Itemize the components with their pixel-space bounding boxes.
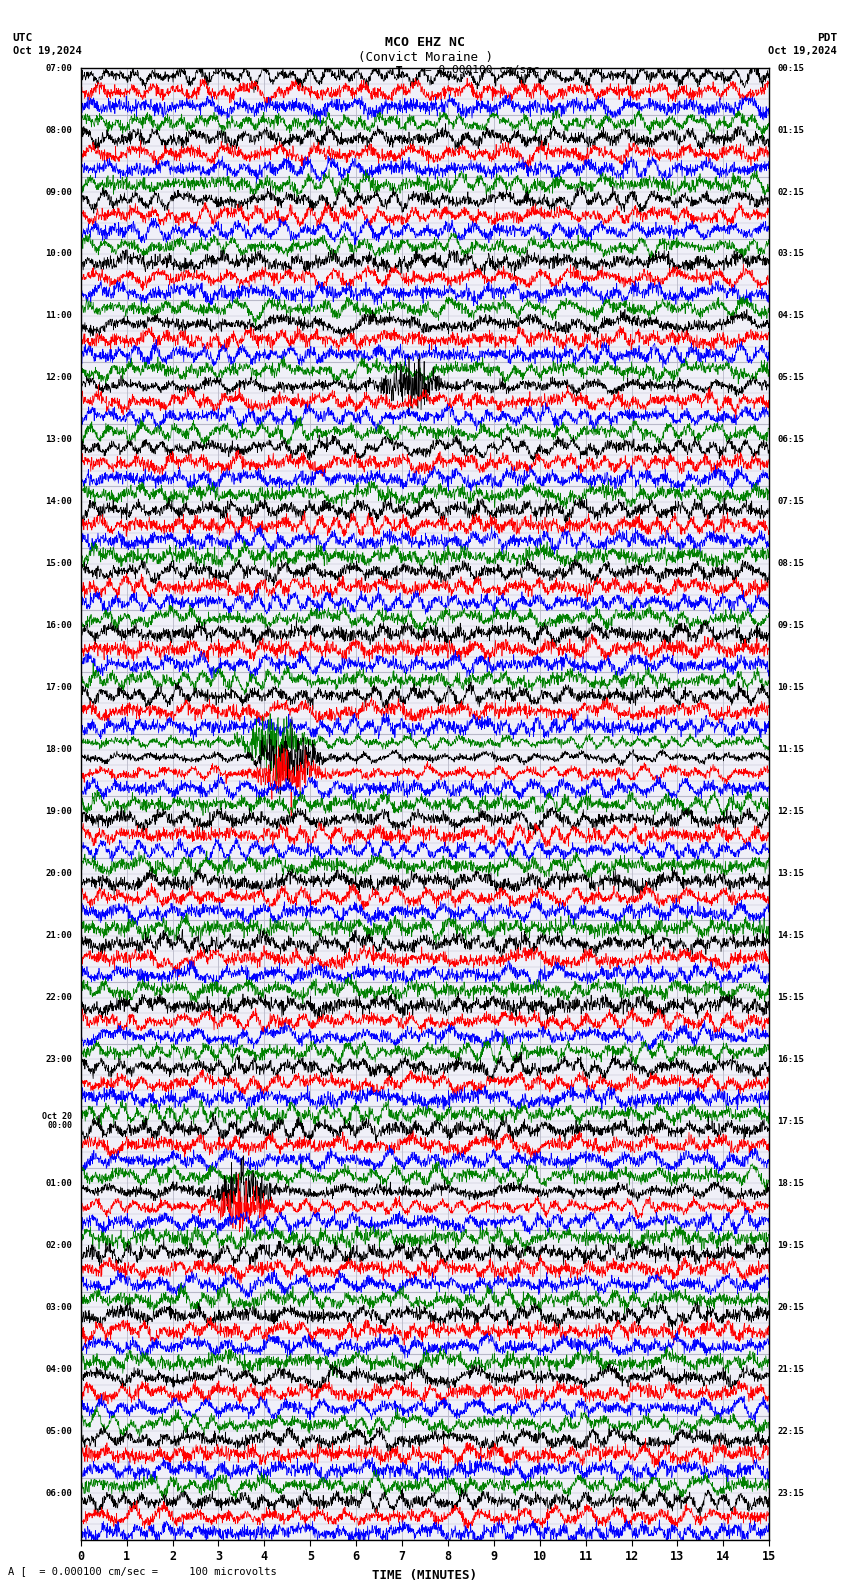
Text: Oct 20: Oct 20 bbox=[42, 1112, 72, 1121]
Text: 14:00: 14:00 bbox=[46, 497, 72, 507]
Text: 18:00: 18:00 bbox=[46, 744, 72, 754]
Text: 10:00: 10:00 bbox=[46, 250, 72, 258]
Text: PDT: PDT bbox=[817, 33, 837, 43]
Text: = 0.000100 cm/sec: = 0.000100 cm/sec bbox=[425, 65, 540, 74]
Text: 10:15: 10:15 bbox=[778, 683, 804, 692]
Text: 08:15: 08:15 bbox=[778, 559, 804, 569]
Text: 11:15: 11:15 bbox=[778, 744, 804, 754]
Text: 15:00: 15:00 bbox=[46, 559, 72, 569]
Text: 01:15: 01:15 bbox=[778, 125, 804, 135]
Text: 07:15: 07:15 bbox=[778, 497, 804, 507]
Text: 00:15: 00:15 bbox=[778, 63, 804, 73]
Text: 22:00: 22:00 bbox=[46, 993, 72, 1003]
Text: 06:00: 06:00 bbox=[46, 1489, 72, 1498]
Text: 21:15: 21:15 bbox=[778, 1365, 804, 1373]
Text: 06:15: 06:15 bbox=[778, 436, 804, 445]
Text: 02:00: 02:00 bbox=[46, 1240, 72, 1250]
Text: 20:00: 20:00 bbox=[46, 870, 72, 878]
Text: 03:00: 03:00 bbox=[46, 1302, 72, 1312]
Text: 11:00: 11:00 bbox=[46, 312, 72, 320]
Text: 12:15: 12:15 bbox=[778, 808, 804, 816]
Text: 23:15: 23:15 bbox=[778, 1489, 804, 1498]
Text: 13:15: 13:15 bbox=[778, 870, 804, 878]
Text: 02:15: 02:15 bbox=[778, 187, 804, 196]
Text: 08:00: 08:00 bbox=[46, 125, 72, 135]
Text: 19:15: 19:15 bbox=[778, 1240, 804, 1250]
Text: 22:15: 22:15 bbox=[778, 1427, 804, 1435]
Text: 01:00: 01:00 bbox=[46, 1178, 72, 1188]
Text: 21:00: 21:00 bbox=[46, 931, 72, 939]
Text: 09:15: 09:15 bbox=[778, 621, 804, 630]
Text: (Convict Moraine ): (Convict Moraine ) bbox=[358, 51, 492, 63]
Text: 19:00: 19:00 bbox=[46, 808, 72, 816]
Text: A [  = 0.000100 cm/sec =     100 microvolts: A [ = 0.000100 cm/sec = 100 microvolts bbox=[8, 1567, 277, 1576]
Text: 18:15: 18:15 bbox=[778, 1178, 804, 1188]
Text: 16:00: 16:00 bbox=[46, 621, 72, 630]
Text: 17:00: 17:00 bbox=[46, 683, 72, 692]
Text: 05:00: 05:00 bbox=[46, 1427, 72, 1435]
Text: 00:00: 00:00 bbox=[48, 1121, 72, 1131]
Text: 05:15: 05:15 bbox=[778, 374, 804, 382]
Text: 12:00: 12:00 bbox=[46, 374, 72, 382]
Text: I: I bbox=[395, 65, 404, 79]
Text: 17:15: 17:15 bbox=[778, 1117, 804, 1126]
X-axis label: TIME (MINUTES): TIME (MINUTES) bbox=[372, 1568, 478, 1581]
Text: Oct 19,2024: Oct 19,2024 bbox=[768, 46, 837, 55]
Text: 15:15: 15:15 bbox=[778, 993, 804, 1003]
Text: Oct 19,2024: Oct 19,2024 bbox=[13, 46, 82, 55]
Text: 16:15: 16:15 bbox=[778, 1055, 804, 1064]
Text: UTC: UTC bbox=[13, 33, 33, 43]
Text: 04:00: 04:00 bbox=[46, 1365, 72, 1373]
Text: 04:15: 04:15 bbox=[778, 312, 804, 320]
Text: 07:00: 07:00 bbox=[46, 63, 72, 73]
Text: 20:15: 20:15 bbox=[778, 1302, 804, 1312]
Text: 03:15: 03:15 bbox=[778, 250, 804, 258]
Text: 09:00: 09:00 bbox=[46, 187, 72, 196]
Text: 14:15: 14:15 bbox=[778, 931, 804, 939]
Text: MCO EHZ NC: MCO EHZ NC bbox=[385, 36, 465, 49]
Text: 13:00: 13:00 bbox=[46, 436, 72, 445]
Text: 23:00: 23:00 bbox=[46, 1055, 72, 1064]
